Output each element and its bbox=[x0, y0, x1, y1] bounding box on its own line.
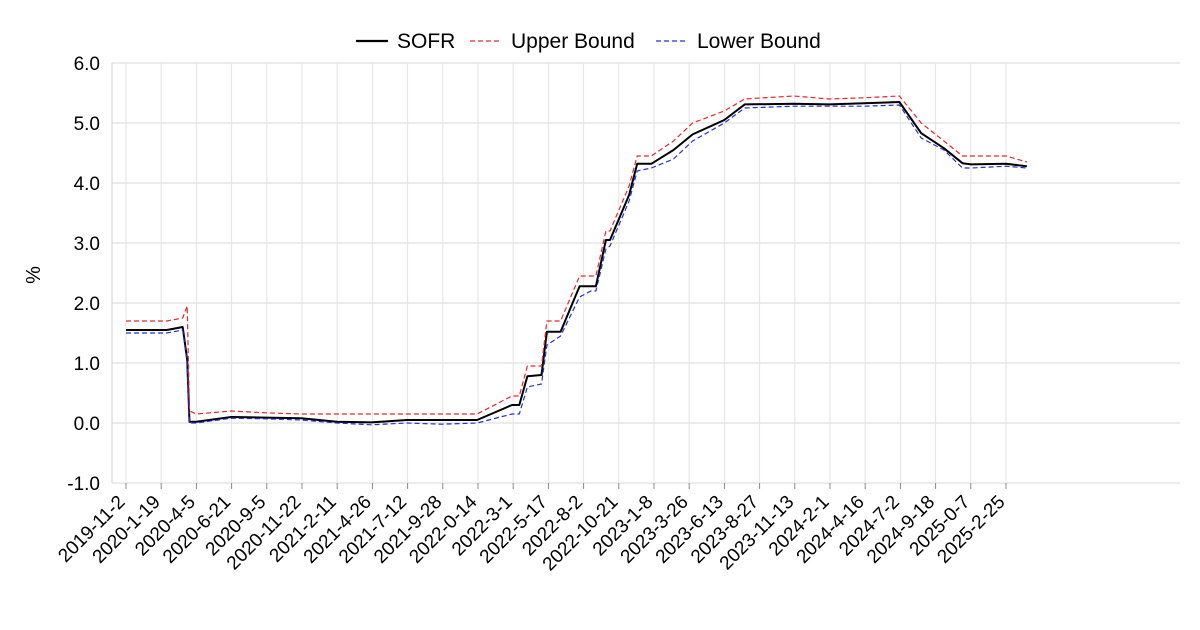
legend-label: SOFR bbox=[397, 30, 455, 53]
legend-label: Lower Bound bbox=[697, 30, 821, 53]
y-tick-label: 2.0 bbox=[74, 294, 100, 315]
y-tick-label: 3.0 bbox=[74, 234, 100, 255]
y-tick-label: 6.0 bbox=[74, 54, 100, 75]
series-line-lower-bound bbox=[126, 104, 1027, 426]
grid bbox=[112, 62, 1180, 484]
axes: -1.00.01.02.03.04.05.06.02019-11-22020-1… bbox=[54, 54, 1009, 575]
y-tick-label: 0.0 bbox=[74, 414, 100, 435]
legend-label: Upper Bound bbox=[511, 30, 635, 53]
y-tick-label: 4.0 bbox=[74, 174, 100, 195]
y-axis-label: % bbox=[23, 266, 45, 284]
legend: SOFR Upper Bound Lower Bound bbox=[356, 30, 821, 53]
y-tick-label: 5.0 bbox=[74, 114, 100, 135]
series-line-sofr bbox=[126, 101, 1028, 424]
y-tick-label: -1.0 bbox=[67, 474, 100, 495]
series-lines bbox=[126, 95, 1028, 426]
y-tick-label: 1.0 bbox=[74, 354, 100, 375]
series-line-upper-bound bbox=[126, 95, 1028, 415]
